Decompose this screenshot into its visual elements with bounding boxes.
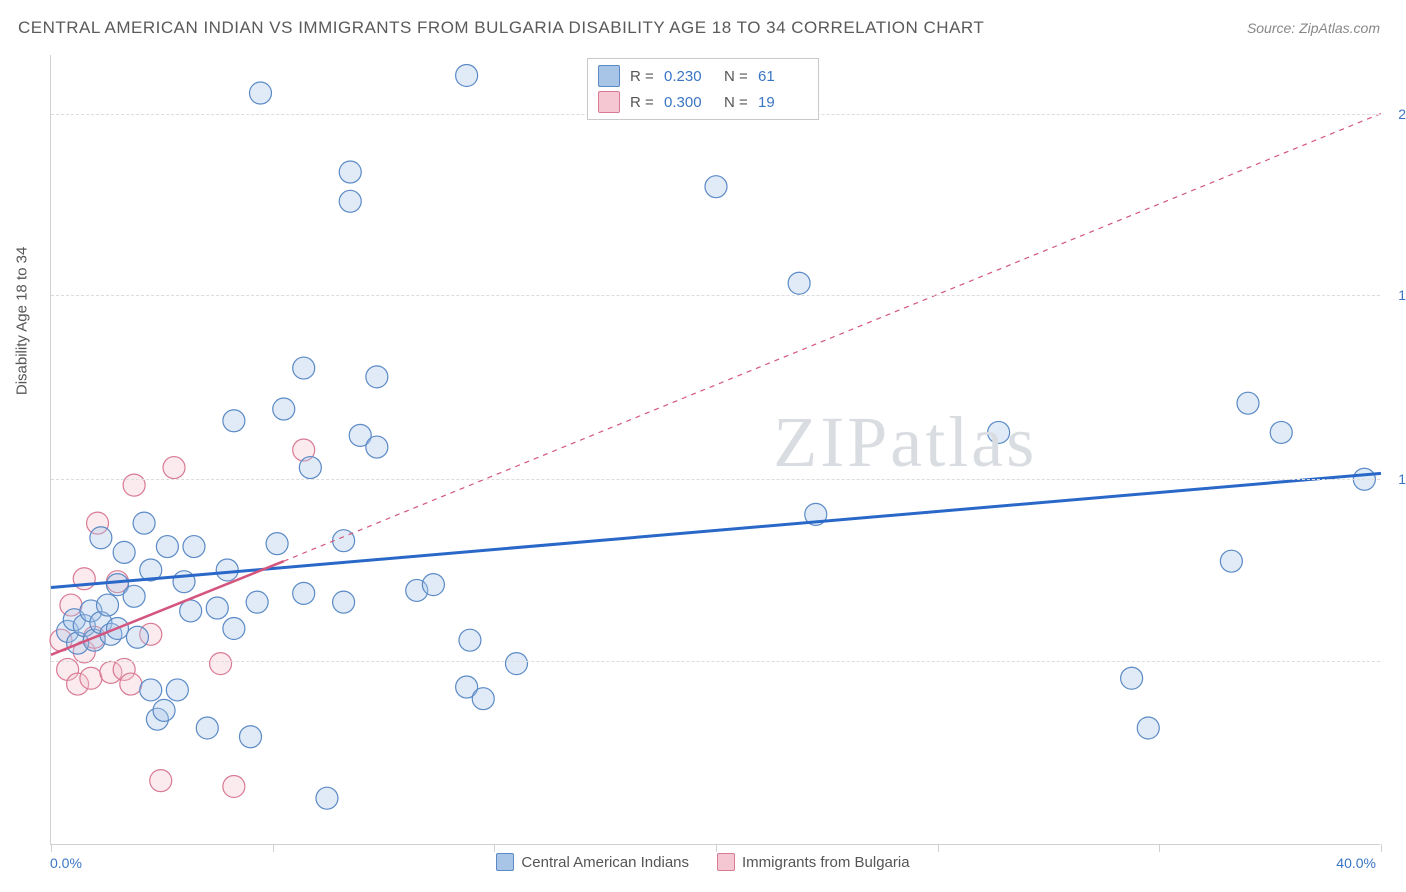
legend-swatch	[717, 853, 735, 871]
x-tick	[273, 844, 274, 852]
pink-point	[120, 673, 142, 695]
blue-point	[196, 717, 218, 739]
legend-swatch	[496, 853, 514, 871]
blue-point	[266, 533, 288, 555]
blue-point	[1220, 550, 1242, 572]
n-label: N =	[724, 68, 748, 85]
blue-point	[333, 591, 355, 613]
blue-point	[246, 591, 268, 613]
blue-point	[126, 626, 148, 648]
x-tick	[1381, 844, 1382, 852]
blue-point	[183, 536, 205, 558]
x-tick	[716, 844, 717, 852]
blue-point	[459, 629, 481, 651]
source-attribution: Source: ZipAtlas.com	[1247, 20, 1380, 36]
r-label: R =	[630, 94, 654, 111]
blue-point	[123, 585, 145, 607]
correlation-legend-row: R = 0.230 N = 61	[598, 63, 808, 89]
blue-point	[153, 699, 175, 721]
blue-point	[366, 436, 388, 458]
n-value: 61	[758, 68, 808, 85]
blue-point	[293, 582, 315, 604]
correlation-legend: R = 0.230 N = 61 R = 0.300 N = 19	[587, 58, 819, 120]
series-legend: Central American Indians Immigrants from …	[0, 853, 1406, 871]
blue-point	[366, 366, 388, 388]
legend-swatch	[598, 91, 620, 113]
blue-point	[156, 536, 178, 558]
blue-point	[506, 653, 528, 675]
blue-point	[1237, 392, 1259, 414]
blue-point	[988, 421, 1010, 443]
blue-point	[206, 597, 228, 619]
blue-point	[788, 272, 810, 294]
x-tick	[494, 844, 495, 852]
x-tick	[1159, 844, 1160, 852]
y-tick-label: 25.0%	[1398, 106, 1406, 122]
blue-point	[299, 457, 321, 479]
x-tick	[51, 844, 52, 852]
pink-point	[223, 775, 245, 797]
r-value: 0.230	[664, 68, 714, 85]
blue-point	[316, 787, 338, 809]
blue-point	[1137, 717, 1159, 739]
blue-point	[273, 398, 295, 420]
blue-point	[249, 82, 271, 104]
blue-point	[456, 64, 478, 86]
blue-point	[97, 594, 119, 616]
blue-point	[133, 512, 155, 534]
blue-point	[180, 600, 202, 622]
y-tick-label: 18.8%	[1398, 287, 1406, 303]
blue-point	[140, 679, 162, 701]
r-label: R =	[630, 68, 654, 85]
gridline	[51, 479, 1380, 480]
chart-title: CENTRAL AMERICAN INDIAN VS IMMIGRANTS FR…	[18, 18, 984, 38]
series-legend-label: Immigrants from Bulgaria	[742, 854, 910, 871]
blue-trend-line	[51, 473, 1381, 587]
legend-swatch	[598, 65, 620, 87]
scatter-svg	[51, 55, 1380, 844]
x-tick	[938, 844, 939, 852]
series-legend-item: Immigrants from Bulgaria	[717, 853, 910, 871]
r-value: 0.300	[664, 94, 714, 111]
pink-point	[210, 653, 232, 675]
blue-point	[293, 357, 315, 379]
plot-area: 6.3%12.5%18.8%25.0%	[50, 55, 1380, 845]
blue-point	[223, 410, 245, 432]
pink-point	[163, 457, 185, 479]
blue-point	[166, 679, 188, 701]
y-axis-title: Disability Age 18 to 34	[14, 247, 31, 395]
blue-point	[216, 559, 238, 581]
series-legend-item: Central American Indians	[496, 853, 689, 871]
n-label: N =	[724, 94, 748, 111]
pink-point	[80, 667, 102, 689]
pink-point	[150, 770, 172, 792]
gridline	[51, 661, 1380, 662]
pink-trend-dash	[284, 114, 1381, 562]
correlation-legend-row: R = 0.300 N = 19	[598, 89, 808, 115]
blue-point	[90, 527, 112, 549]
blue-point	[339, 190, 361, 212]
gridline	[51, 295, 1380, 296]
blue-point	[472, 688, 494, 710]
pink-point	[123, 474, 145, 496]
blue-point	[223, 617, 245, 639]
n-value: 19	[758, 94, 808, 111]
blue-point	[113, 541, 135, 563]
blue-point	[422, 574, 444, 596]
blue-point	[240, 726, 262, 748]
blue-point	[705, 176, 727, 198]
blue-point	[339, 161, 361, 183]
blue-point	[1121, 667, 1143, 689]
series-legend-label: Central American Indians	[521, 854, 689, 871]
blue-point	[1270, 421, 1292, 443]
y-tick-label: 12.5%	[1398, 471, 1406, 487]
